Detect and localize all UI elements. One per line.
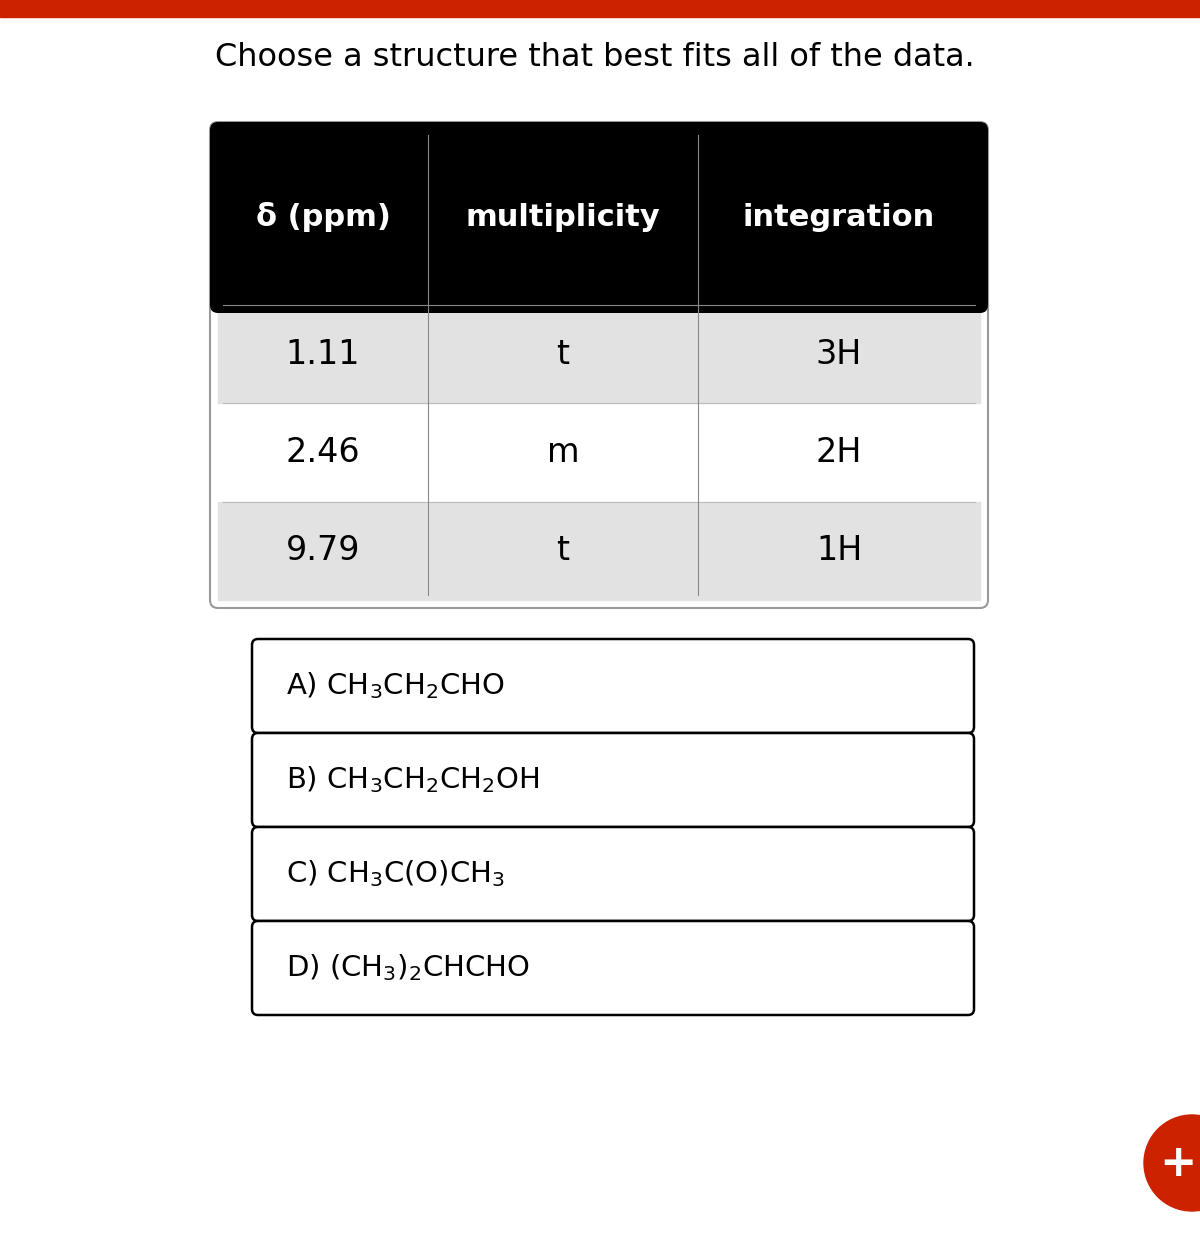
Bar <box>218 305 980 403</box>
Bar <box>0 0 1200 17</box>
Bar <box>218 218 980 305</box>
Text: Choose a structure that best fits all of the data.: Choose a structure that best fits all of… <box>215 41 974 72</box>
Text: multiplicity: multiplicity <box>466 203 660 232</box>
Text: +: + <box>1159 1142 1196 1184</box>
Circle shape <box>1144 1116 1200 1211</box>
Text: t: t <box>557 534 570 568</box>
Text: C) $\mathregular{CH_3C(O)CH_3}$: C) $\mathregular{CH_3C(O)CH_3}$ <box>286 859 505 889</box>
FancyBboxPatch shape <box>210 122 988 312</box>
FancyBboxPatch shape <box>210 122 988 608</box>
Text: 2H: 2H <box>816 436 862 469</box>
FancyBboxPatch shape <box>252 639 974 733</box>
Text: A) $\mathregular{CH_3CH_2CHO}$: A) $\mathregular{CH_3CH_2CHO}$ <box>286 671 505 701</box>
Text: integration: integration <box>743 203 935 232</box>
Text: 9.79: 9.79 <box>286 534 360 568</box>
Text: δ (ppm): δ (ppm) <box>256 203 390 233</box>
Text: 1H: 1H <box>816 534 862 568</box>
Text: 2.46: 2.46 <box>286 436 360 469</box>
FancyBboxPatch shape <box>252 921 974 1015</box>
FancyBboxPatch shape <box>252 827 974 921</box>
Bar <box>218 502 980 600</box>
Text: 1.11: 1.11 <box>286 337 360 371</box>
Text: t: t <box>557 337 570 371</box>
Text: 3H: 3H <box>816 337 862 371</box>
FancyBboxPatch shape <box>252 733 974 827</box>
Text: B) $\mathregular{CH_3CH_2CH_2OH}$: B) $\mathregular{CH_3CH_2CH_2OH}$ <box>286 764 539 796</box>
Text: D) $\mathregular{(CH_3)_2CHCHO}$: D) $\mathregular{(CH_3)_2CHCHO}$ <box>286 952 530 984</box>
Text: m: m <box>547 436 580 469</box>
